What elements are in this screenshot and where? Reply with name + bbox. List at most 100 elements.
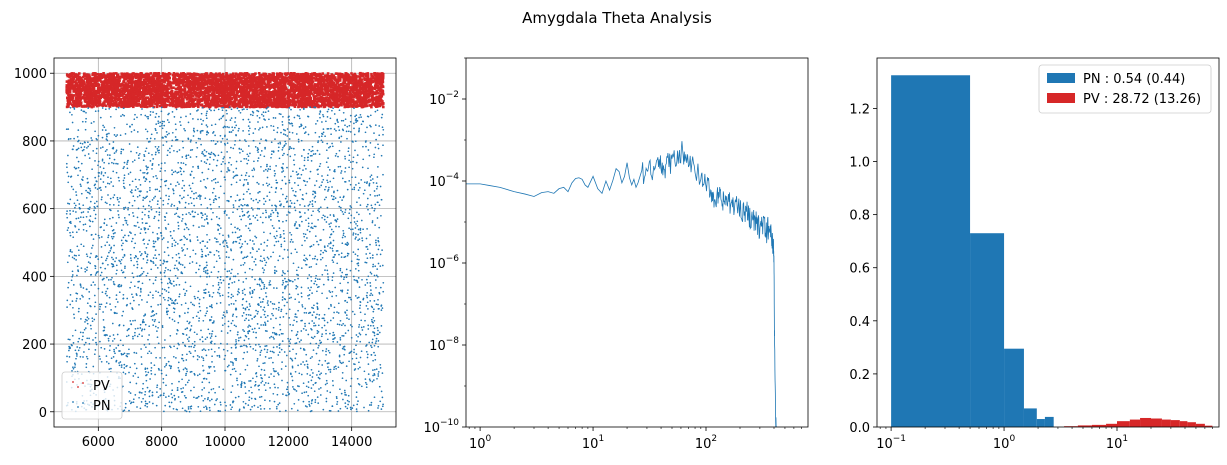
scatter-point-pv bbox=[364, 74, 368, 78]
scatter-point-pv bbox=[281, 84, 284, 87]
scatter-point-pv bbox=[305, 96, 309, 100]
scatter-point-pv bbox=[341, 97, 345, 100]
scatter-point-pv bbox=[135, 84, 138, 87]
scatter-point-pv bbox=[327, 96, 331, 100]
scatter-point-pv bbox=[228, 84, 232, 87]
scatter-point-pv bbox=[361, 81, 364, 84]
scatter-point-pv bbox=[92, 105, 95, 108]
scatter-point-pv bbox=[144, 105, 148, 108]
scatter-point-pv bbox=[219, 80, 223, 84]
scatter-point-pv bbox=[205, 86, 209, 90]
scatter-point-pv bbox=[248, 101, 251, 104]
scatter-point-pv bbox=[160, 89, 164, 93]
scatter-point-pv bbox=[212, 73, 216, 77]
scatter-point-pv bbox=[174, 92, 177, 95]
scatter-point-pv bbox=[132, 103, 135, 107]
scatter-point-pv bbox=[223, 94, 226, 98]
scatter-point-pv bbox=[360, 105, 364, 109]
scatter-point-pv bbox=[193, 77, 196, 80]
scatter-point-pv bbox=[76, 90, 80, 93]
scatter-point-pv bbox=[339, 77, 342, 80]
scatter-point-pv bbox=[255, 105, 259, 108]
scatter-point-pv bbox=[114, 85, 117, 89]
scatter-point-pv bbox=[328, 100, 331, 104]
scatter-point-pv bbox=[229, 90, 232, 94]
scatter-point-pv bbox=[167, 100, 170, 103]
scatter-point-pv bbox=[338, 74, 342, 78]
scatter-point-pv bbox=[137, 92, 141, 95]
scatter-point-pv bbox=[142, 84, 145, 88]
scatter-point-pv bbox=[183, 93, 186, 97]
scatter-point-pv bbox=[237, 84, 241, 88]
scatter-point-pv bbox=[190, 82, 194, 86]
scatter-point-pv bbox=[211, 92, 215, 95]
scatter-point-pv bbox=[152, 88, 156, 91]
scatter-point-pv bbox=[220, 93, 224, 96]
scatter-point-pv bbox=[274, 75, 278, 79]
scatter-point-pv bbox=[266, 95, 270, 99]
scatter-point-pv bbox=[320, 87, 324, 90]
scatter-point-pv bbox=[325, 80, 329, 83]
scatter-point-pv bbox=[327, 98, 331, 102]
scatter-point-pv bbox=[76, 74, 80, 78]
scatter-point-pv bbox=[111, 77, 114, 81]
scatter-point-pv bbox=[257, 102, 260, 106]
scatter-point-pv bbox=[371, 92, 375, 96]
scatter-point-pv bbox=[299, 73, 302, 76]
scatter-point-pv bbox=[331, 96, 334, 99]
scatter-point-pv bbox=[209, 85, 212, 89]
scatter-point-pv bbox=[203, 89, 207, 93]
scatter-point-pv bbox=[303, 97, 306, 101]
scatter-point-pv bbox=[66, 97, 70, 101]
scatter-point-pv bbox=[290, 100, 293, 103]
scatter-point-pv bbox=[177, 85, 181, 88]
scatter-point-pv bbox=[124, 85, 127, 89]
scatter-point-pv bbox=[221, 98, 224, 101]
scatter-point-pv bbox=[273, 103, 276, 107]
scatter-point-pv bbox=[267, 84, 271, 88]
scatter-point-pv bbox=[249, 78, 252, 81]
scatter-point-pv bbox=[224, 95, 227, 99]
scatter-point-pv bbox=[170, 87, 173, 90]
scatter-point-pv bbox=[166, 77, 170, 81]
scatter-point-pv bbox=[290, 78, 294, 82]
scatter-point-pv bbox=[195, 73, 199, 77]
scatter-point-pv bbox=[319, 81, 322, 85]
scatter-point-pv bbox=[170, 94, 173, 97]
scatter-point-pv bbox=[65, 91, 69, 95]
scatter-point-pv bbox=[199, 84, 203, 87]
scatter-point-pv bbox=[229, 88, 232, 92]
scatter-point-pv bbox=[344, 86, 348, 90]
scatter-point-pv bbox=[318, 87, 322, 90]
scatter-point-pv bbox=[213, 77, 216, 80]
scatter-point-pv bbox=[209, 99, 213, 103]
scatter-point-pv bbox=[331, 92, 335, 96]
scatter-point-pv bbox=[156, 86, 159, 90]
scatter-point-pv bbox=[192, 105, 195, 108]
scatter-point-pv bbox=[367, 81, 371, 85]
scatter-point-pv bbox=[136, 90, 140, 93]
scatter-point-pv bbox=[381, 91, 384, 95]
scatter-point-pv bbox=[379, 92, 382, 96]
scatter-point-pv bbox=[344, 90, 347, 94]
scatter-point-pv bbox=[186, 90, 190, 94]
scatter-point-pv bbox=[118, 84, 122, 87]
scatter-point-pv bbox=[353, 88, 356, 91]
scatter-point-pv bbox=[344, 98, 347, 101]
scatter-point-pv bbox=[192, 99, 195, 103]
scatter-point-pv bbox=[225, 73, 229, 77]
scatter-point-pv bbox=[118, 92, 122, 96]
scatter-point-pv bbox=[94, 93, 97, 97]
scatter-point-pv bbox=[110, 86, 113, 89]
scatter-point-pv bbox=[332, 98, 335, 101]
scatter-point-pv bbox=[156, 101, 160, 105]
scatter-point-pv bbox=[196, 84, 200, 88]
scatter-point-pv bbox=[221, 74, 224, 78]
scatter-point-pv bbox=[262, 91, 266, 94]
scatter-point-pv bbox=[291, 72, 295, 76]
scatter-point-pv bbox=[196, 77, 200, 80]
scatter-point-pv bbox=[167, 79, 170, 83]
scatter-point-pv bbox=[338, 72, 342, 76]
scatter-point-pv bbox=[259, 79, 262, 82]
scatter-point-pv bbox=[175, 101, 179, 105]
